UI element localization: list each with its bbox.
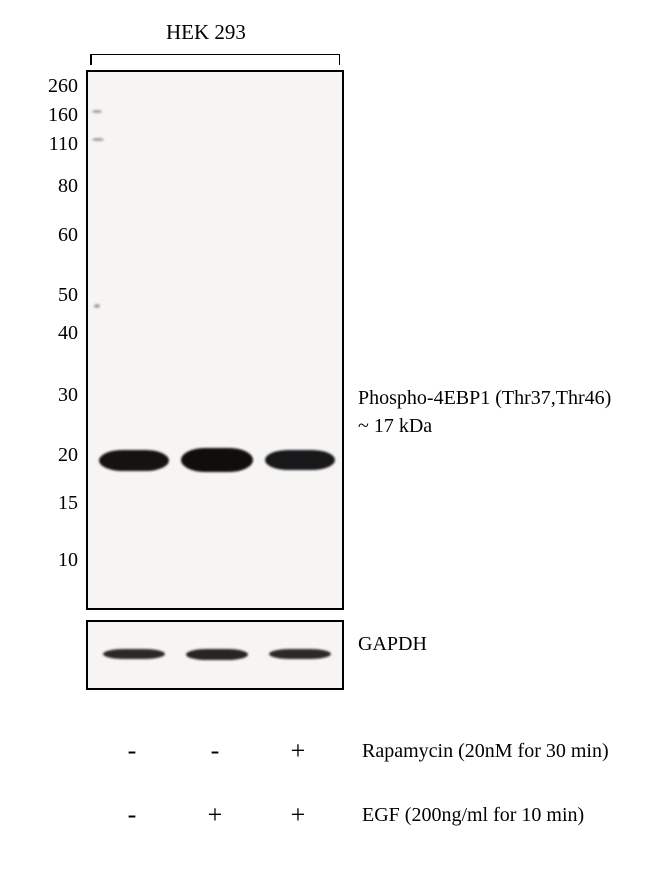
western-band xyxy=(269,649,331,659)
ladder-mark: 80 xyxy=(38,175,78,198)
target-protein-name: Phospho-4EBP1 (Thr37,Thr46) xyxy=(358,387,611,409)
ladder-mark: 20 xyxy=(38,444,78,467)
western-band xyxy=(186,649,248,660)
treatment-label: Rapamycin (20nM for 30 min) xyxy=(362,740,609,763)
ladder-mark: 160 xyxy=(38,104,78,127)
western-band xyxy=(103,649,165,659)
treatment-sign: + xyxy=(283,800,313,830)
treatment-sign: + xyxy=(283,736,313,766)
ladder-mark: 40 xyxy=(38,322,78,345)
main-blot-panel xyxy=(86,70,344,610)
loading-control-panel xyxy=(86,620,344,690)
loading-control-label: GAPDH xyxy=(358,630,427,658)
western-band xyxy=(99,450,169,471)
target-protein-label: Phospho-4EBP1 (Thr37,Thr46) ~ 17 kDa xyxy=(358,384,611,440)
treatment-sign: - xyxy=(117,736,147,766)
ladder-mark: 260 xyxy=(38,75,78,98)
membrane-artifact xyxy=(92,110,102,113)
target-protein-size: ~ 17 kDa xyxy=(358,415,432,437)
western-band xyxy=(265,450,335,470)
sample-bracket xyxy=(90,54,340,55)
ladder-mark: 30 xyxy=(38,384,78,407)
ladder-mark: 10 xyxy=(38,549,78,572)
ladder-mark: 50 xyxy=(38,284,78,307)
treatment-sign: - xyxy=(117,800,147,830)
membrane-artifact xyxy=(94,304,100,308)
ladder-mark: 60 xyxy=(38,224,78,247)
western-band xyxy=(181,448,253,472)
membrane-artifact xyxy=(92,138,104,141)
ladder-mark: 15 xyxy=(38,492,78,515)
sample-header-label: HEK 293 xyxy=(166,20,246,45)
ladder-mark: 110 xyxy=(38,133,78,156)
treatment-sign: - xyxy=(200,736,230,766)
treatment-label: EGF (200ng/ml for 10 min) xyxy=(362,804,584,827)
figure-container: HEK 293 260 160 110 80 60 50 40 30 20 15 10 Phosph… xyxy=(0,0,650,891)
treatment-sign: + xyxy=(200,800,230,830)
